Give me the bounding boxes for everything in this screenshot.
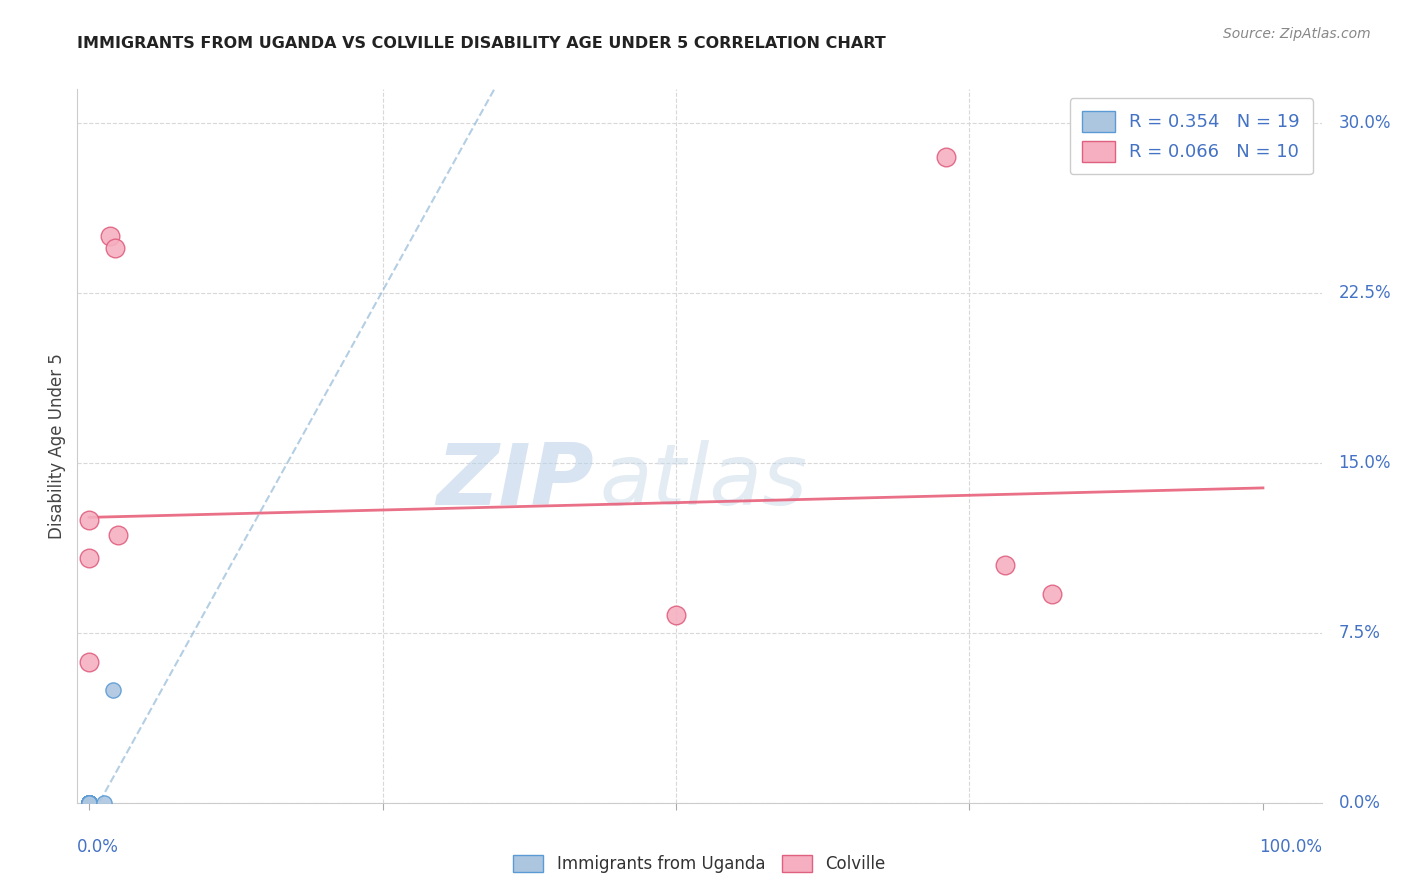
Point xyxy=(77,551,100,566)
Point xyxy=(77,796,100,810)
Point xyxy=(77,796,100,810)
Point xyxy=(935,150,957,164)
Text: 30.0%: 30.0% xyxy=(1339,114,1391,132)
Point xyxy=(93,796,115,810)
Text: 0.0%: 0.0% xyxy=(77,838,120,856)
Point xyxy=(77,796,100,810)
Text: ZIP: ZIP xyxy=(436,440,593,524)
Text: 0.0%: 0.0% xyxy=(1339,794,1381,812)
Text: atlas: atlas xyxy=(600,440,808,524)
Point xyxy=(77,796,100,810)
Text: 7.5%: 7.5% xyxy=(1339,624,1381,642)
Point xyxy=(77,796,100,810)
Point xyxy=(77,796,100,810)
Point xyxy=(77,796,100,810)
Point xyxy=(107,528,129,542)
Point xyxy=(77,796,100,810)
Y-axis label: Disability Age Under 5: Disability Age Under 5 xyxy=(48,353,66,539)
Point xyxy=(101,682,124,697)
Point xyxy=(994,558,1017,572)
Point xyxy=(77,513,100,527)
Point xyxy=(77,796,100,810)
Text: Source: ZipAtlas.com: Source: ZipAtlas.com xyxy=(1223,27,1371,41)
Point xyxy=(77,796,100,810)
Text: 15.0%: 15.0% xyxy=(1339,454,1391,472)
Point xyxy=(77,796,100,810)
Point xyxy=(77,796,100,810)
Text: 22.5%: 22.5% xyxy=(1339,284,1391,302)
Text: 100.0%: 100.0% xyxy=(1258,838,1322,856)
Point xyxy=(665,607,688,622)
Text: IMMIGRANTS FROM UGANDA VS COLVILLE DISABILITY AGE UNDER 5 CORRELATION CHART: IMMIGRANTS FROM UGANDA VS COLVILLE DISAB… xyxy=(77,36,886,51)
Point xyxy=(104,241,127,255)
Point xyxy=(98,229,121,244)
Legend: Immigrants from Uganda, Colville: Immigrants from Uganda, Colville xyxy=(506,848,893,880)
Point xyxy=(77,656,100,670)
Point xyxy=(77,796,100,810)
Point xyxy=(1040,587,1063,601)
Point xyxy=(77,796,100,810)
Point xyxy=(77,796,100,810)
Point xyxy=(77,796,100,810)
Point xyxy=(77,796,100,810)
